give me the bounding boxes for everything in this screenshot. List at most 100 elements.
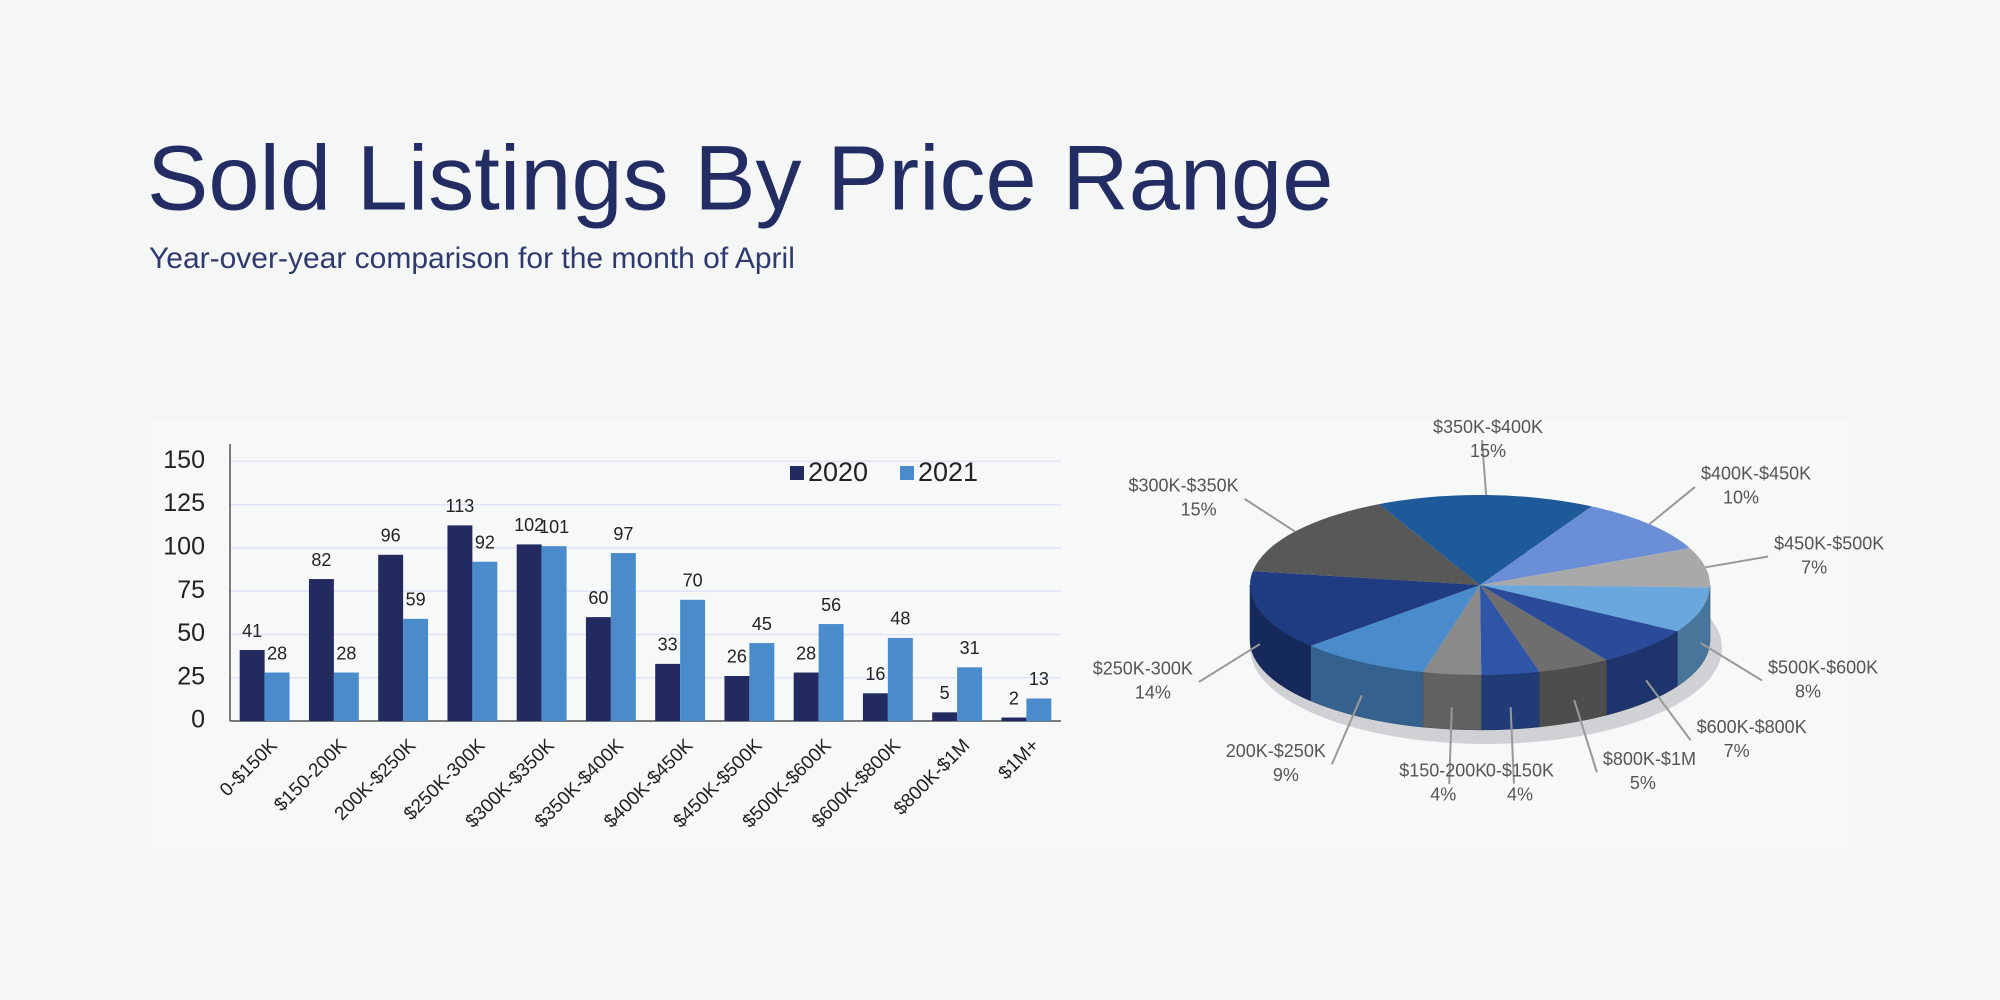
pie-label: $800K-$1M [1603, 749, 1696, 769]
leader-line [1330, 694, 1363, 765]
bar [793, 672, 819, 721]
data-label: 56 [821, 595, 841, 615]
bar [308, 579, 334, 721]
y-tick-label: 0 [191, 706, 205, 734]
bar [724, 675, 750, 721]
pie-value-label: 4% [1507, 784, 1533, 804]
pie-label: $600K-$800K [1697, 717, 1807, 737]
leader-line [1705, 555, 1769, 569]
pie-value-label: 7% [1801, 557, 1827, 577]
data-label: 45 [752, 614, 772, 634]
bar [403, 618, 429, 721]
bar [447, 525, 473, 721]
bar [749, 643, 775, 721]
pie-value-label: 10% [1723, 488, 1759, 508]
pie-slice [1480, 585, 1678, 661]
data-label: 96 [381, 526, 401, 546]
bar [516, 544, 542, 721]
bar [818, 624, 844, 721]
pie-label: 200K-$250K [1226, 741, 1326, 761]
pie-value-label: 5% [1630, 773, 1656, 793]
y-tick-label: 75 [177, 576, 205, 604]
leader-line [1573, 699, 1598, 773]
data-label: 82 [311, 550, 331, 570]
bar [862, 693, 888, 721]
data-label: 33 [658, 635, 678, 655]
bar [655, 663, 681, 721]
legend-label: 2020 [808, 457, 868, 487]
pie-value-label: 9% [1273, 765, 1299, 785]
data-label: 92 [475, 532, 495, 552]
pie-label: $250K-300K [1093, 659, 1193, 679]
data-label: 48 [890, 609, 910, 629]
pie-slice [1480, 585, 1540, 675]
y-tick-label: 50 [177, 619, 205, 647]
pie-value-label: 4% [1430, 785, 1456, 805]
data-label: 2 [1009, 688, 1019, 708]
leader-line [1448, 707, 1453, 784]
leader-line [1244, 498, 1296, 533]
pie-slice [1310, 585, 1480, 673]
pie-slice [1379, 495, 1592, 585]
data-label: 28 [336, 643, 356, 663]
bar [1001, 717, 1027, 721]
pie-slice [1480, 585, 1607, 672]
data-label: 97 [613, 524, 633, 544]
bar [887, 637, 913, 721]
pie-slice [1250, 571, 1480, 646]
y-tick-label: 150 [163, 446, 205, 474]
legend-swatch [900, 466, 914, 480]
pie-value-label: 8% [1795, 681, 1821, 701]
leader-line [1509, 707, 1515, 784]
bar [957, 667, 983, 721]
pie-label: $300K-$350K [1129, 476, 1239, 496]
pie-slice [1480, 506, 1690, 585]
pie-value-label: 7% [1724, 741, 1750, 761]
pie-label: $450K-$500K [1774, 533, 1884, 553]
legend-swatch [790, 466, 804, 480]
data-label: 16 [865, 664, 885, 684]
page-subtitle: Year-over-year comparison for the month … [149, 242, 795, 275]
legend-label: 2021 [918, 457, 978, 487]
data-label: 60 [588, 588, 608, 608]
y-tick-label: 25 [177, 662, 205, 690]
bar [239, 650, 265, 721]
leader-line [1648, 486, 1696, 525]
pie-slice [1480, 548, 1710, 588]
y-tick-label: 100 [163, 532, 205, 560]
pie-label: $400K-$450K [1701, 464, 1811, 484]
page-title: Sold Listings By Price Range [147, 127, 1333, 229]
pie-value-label: 15% [1470, 441, 1506, 461]
data-label: 59 [406, 590, 426, 610]
pie-label: $150-200K [1399, 761, 1487, 781]
data-label: 70 [683, 571, 703, 591]
y-tick-label: 125 [163, 489, 205, 517]
bar [472, 561, 498, 721]
pie-label: $350K-$400K [1433, 417, 1543, 437]
data-label: 28 [796, 643, 816, 663]
leader-line [1481, 439, 1488, 496]
leader-line [1645, 679, 1692, 741]
data-label: 13 [1029, 669, 1049, 689]
pie-slice [1480, 585, 1710, 632]
bar [932, 712, 958, 721]
pie-slice [1252, 504, 1480, 585]
pie-value-label: 15% [1181, 500, 1217, 520]
pie-slice [1422, 585, 1482, 675]
data-label: 113 [446, 496, 475, 516]
bar [333, 672, 359, 721]
bar [680, 599, 706, 721]
leader-line [1198, 643, 1261, 683]
data-label: 26 [727, 647, 747, 667]
data-label: 102 [514, 515, 544, 535]
data-label: 5 [940, 683, 950, 703]
bar [378, 554, 404, 721]
pie-value-label: 14% [1135, 683, 1171, 703]
bar [264, 672, 290, 721]
data-label: 31 [960, 638, 980, 658]
bar [610, 553, 636, 721]
pie-label: $500K-$600K [1768, 657, 1878, 677]
bar [541, 546, 567, 721]
